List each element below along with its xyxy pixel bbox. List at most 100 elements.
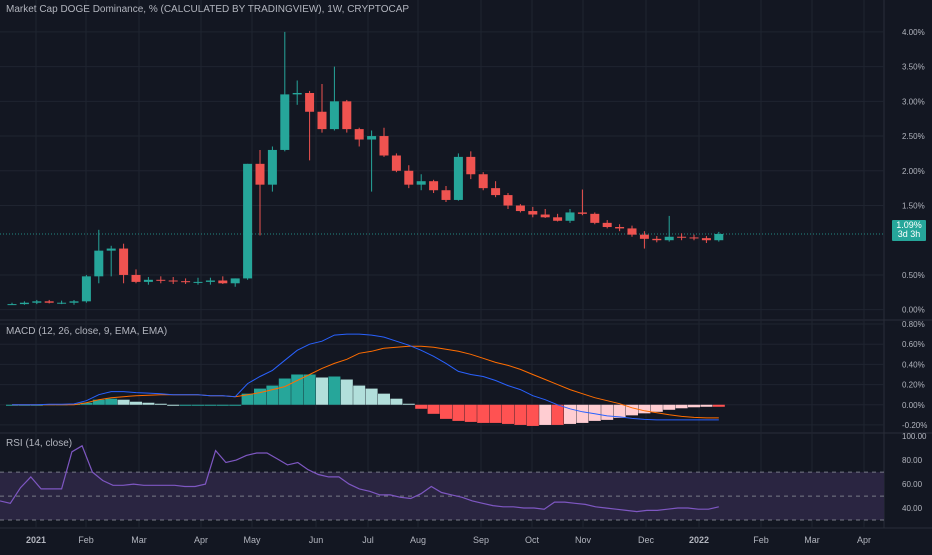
candle bbox=[577, 189, 587, 216]
candle-body bbox=[627, 228, 637, 235]
candle-body bbox=[577, 212, 587, 214]
price-tick-label: 2.50% bbox=[902, 132, 925, 141]
candle bbox=[305, 90, 315, 161]
candle-body bbox=[714, 233, 724, 241]
price-tick-label: 4.00% bbox=[902, 28, 925, 37]
candle bbox=[342, 99, 352, 133]
macd-histogram-bar bbox=[650, 404, 663, 412]
last-price-badge[interactable]: 1.09% 3d 3h bbox=[892, 220, 926, 241]
candle bbox=[106, 245, 116, 277]
macd-signal-line bbox=[12, 345, 719, 419]
macd-histogram-bar bbox=[390, 398, 403, 405]
candle bbox=[168, 277, 178, 284]
candle bbox=[639, 231, 649, 249]
candle bbox=[553, 213, 563, 222]
candle bbox=[515, 204, 525, 213]
macd-histogram-bar bbox=[514, 404, 527, 425]
rsi-tick-label: 40.00 bbox=[902, 504, 923, 513]
candle-body bbox=[119, 248, 129, 275]
time-tick-label: Sep bbox=[473, 535, 489, 545]
macd-histogram-bar bbox=[378, 393, 390, 405]
candle-body bbox=[168, 280, 178, 282]
candle-body bbox=[230, 278, 240, 284]
candle bbox=[429, 179, 439, 193]
candle-body bbox=[131, 274, 141, 282]
rsi-pane bbox=[0, 444, 884, 521]
candle-body bbox=[181, 281, 191, 283]
time-tick-label: 2021 bbox=[26, 535, 46, 545]
candle-body bbox=[94, 250, 104, 277]
macd-histogram-bar bbox=[675, 404, 688, 409]
candle bbox=[57, 300, 67, 305]
macd-histogram-bar bbox=[328, 376, 341, 405]
macd-histogram-bar bbox=[688, 404, 700, 408]
candle-body bbox=[590, 213, 600, 223]
macd-histogram-bar bbox=[638, 404, 651, 414]
price-tick-label: 3.50% bbox=[902, 63, 925, 72]
candle bbox=[590, 212, 600, 225]
rsi-tick-label: 60.00 bbox=[902, 480, 923, 489]
candle bbox=[652, 236, 662, 243]
rsi-title: RSI (14, close) bbox=[6, 438, 73, 449]
candle bbox=[69, 299, 79, 305]
candle-body bbox=[553, 217, 563, 221]
candle bbox=[367, 130, 377, 192]
candle-body bbox=[503, 195, 513, 206]
macd-histogram-bar bbox=[452, 404, 465, 421]
candle bbox=[354, 127, 364, 147]
macd-histogram-bar bbox=[130, 401, 142, 405]
price-pane bbox=[0, 31, 884, 306]
last-price-value: 1.09% bbox=[896, 220, 922, 230]
macd-histogram-bar bbox=[167, 404, 180, 406]
candle bbox=[416, 174, 426, 191]
time-tick-label: Mar bbox=[804, 535, 820, 545]
candle bbox=[81, 274, 91, 303]
time-tick-label: Feb bbox=[753, 535, 769, 545]
macd-tick-label: 0.60% bbox=[902, 340, 925, 349]
candle-body bbox=[156, 279, 166, 281]
macd-histogram-bar bbox=[489, 404, 502, 423]
candle-body bbox=[106, 248, 116, 251]
macd-histogram-bar bbox=[154, 403, 167, 405]
macd-histogram-bar bbox=[626, 404, 638, 416]
macd-title: MACD (12, 26, close, 9, EMA, EMA) bbox=[6, 326, 168, 337]
candle bbox=[701, 236, 711, 243]
candle bbox=[218, 276, 228, 284]
candle bbox=[292, 80, 302, 105]
candle-body bbox=[416, 181, 426, 185]
candle-body bbox=[69, 301, 79, 303]
time-tick-label: Apr bbox=[194, 535, 208, 545]
candle-body bbox=[429, 181, 439, 191]
time-tick-label: Oct bbox=[525, 535, 540, 545]
macd-histogram-bar bbox=[254, 388, 266, 405]
time-tick-label: Nov bbox=[575, 535, 592, 545]
candle-body bbox=[528, 211, 538, 215]
macd-histogram-bar bbox=[365, 388, 378, 405]
candle-body bbox=[540, 214, 550, 218]
macd-histogram-bar bbox=[539, 404, 552, 425]
candle bbox=[528, 206, 538, 218]
candle bbox=[379, 127, 389, 157]
candle-body bbox=[379, 136, 389, 156]
candle-body bbox=[81, 276, 91, 302]
macd-histogram-bar bbox=[92, 399, 105, 405]
candle bbox=[627, 225, 637, 237]
macd-histogram-bar bbox=[551, 404, 564, 425]
macd-tick-label: 0.20% bbox=[902, 381, 925, 390]
candle bbox=[32, 299, 42, 305]
candle-body bbox=[515, 205, 525, 212]
time-tick-label: Apr bbox=[857, 535, 871, 545]
macd-histogram-bar bbox=[216, 404, 229, 406]
macd-histogram-bar bbox=[353, 385, 366, 405]
macd-histogram-bar bbox=[613, 404, 626, 418]
candle-body bbox=[404, 170, 414, 185]
candle-body bbox=[205, 280, 215, 282]
candle-body bbox=[602, 222, 612, 228]
macd-line bbox=[12, 333, 719, 421]
macd-histogram-bar bbox=[278, 378, 291, 405]
macd-histogram-bar bbox=[179, 404, 192, 406]
candle bbox=[267, 146, 277, 192]
candle bbox=[677, 233, 687, 241]
